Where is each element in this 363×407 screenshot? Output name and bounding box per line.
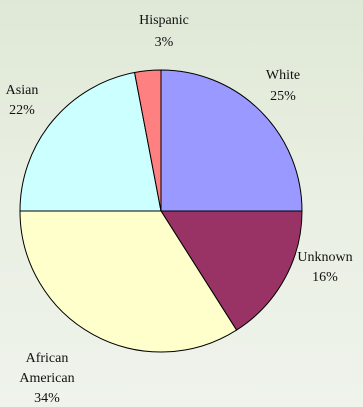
label-hispanic-pct: 3%	[155, 35, 174, 50]
label-white-name: White	[266, 68, 300, 83]
label-african-american-line1: African	[26, 351, 69, 366]
label-african-american: African American 34%	[19, 351, 74, 406]
pie-slice-asian	[19, 72, 162, 212]
pie-slice-hispanic	[134, 69, 162, 212]
label-unknown: Unknown 16%	[297, 250, 352, 285]
label-african-american-line2: American	[19, 371, 74, 386]
label-african-american-pct: 34%	[34, 391, 60, 406]
pie-slice-unknown	[160, 210, 303, 331]
label-unknown-pct: 16%	[312, 270, 338, 285]
label-unknown-name: Unknown	[297, 250, 352, 265]
label-hispanic-name: Hispanic	[139, 13, 189, 28]
pie-slice-white	[160, 69, 303, 212]
label-asian-name: Asian	[6, 83, 39, 98]
label-white: White 25%	[266, 68, 300, 104]
label-asian-pct: 22%	[9, 103, 35, 118]
pie-slices	[19, 69, 303, 353]
label-hispanic: Hispanic 3%	[139, 13, 189, 50]
label-white-pct: 25%	[270, 89, 296, 104]
pie-slice-african-american	[19, 210, 238, 353]
label-asian: Asian 22%	[6, 83, 39, 118]
